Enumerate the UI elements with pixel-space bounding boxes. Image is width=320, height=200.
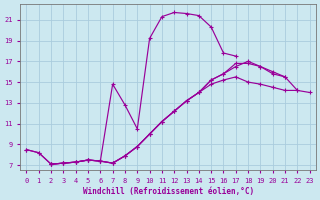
X-axis label: Windchill (Refroidissement éolien,°C): Windchill (Refroidissement éolien,°C) xyxy=(83,187,254,196)
